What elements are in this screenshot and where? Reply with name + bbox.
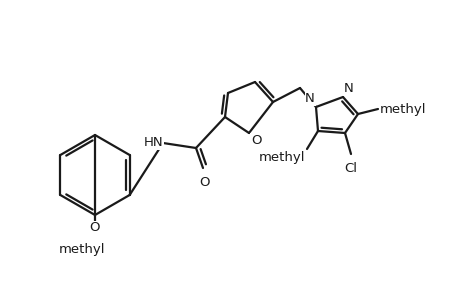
Text: methyl: methyl	[258, 151, 304, 164]
Text: O: O	[251, 134, 261, 147]
Text: N: N	[305, 92, 314, 105]
Text: HN: HN	[143, 136, 162, 149]
Text: O: O	[90, 221, 100, 235]
Text: N: N	[343, 82, 353, 95]
Text: O: O	[199, 176, 210, 189]
Text: methyl: methyl	[379, 103, 425, 116]
Text: Cl: Cl	[344, 162, 357, 175]
Text: methyl: methyl	[59, 243, 105, 256]
